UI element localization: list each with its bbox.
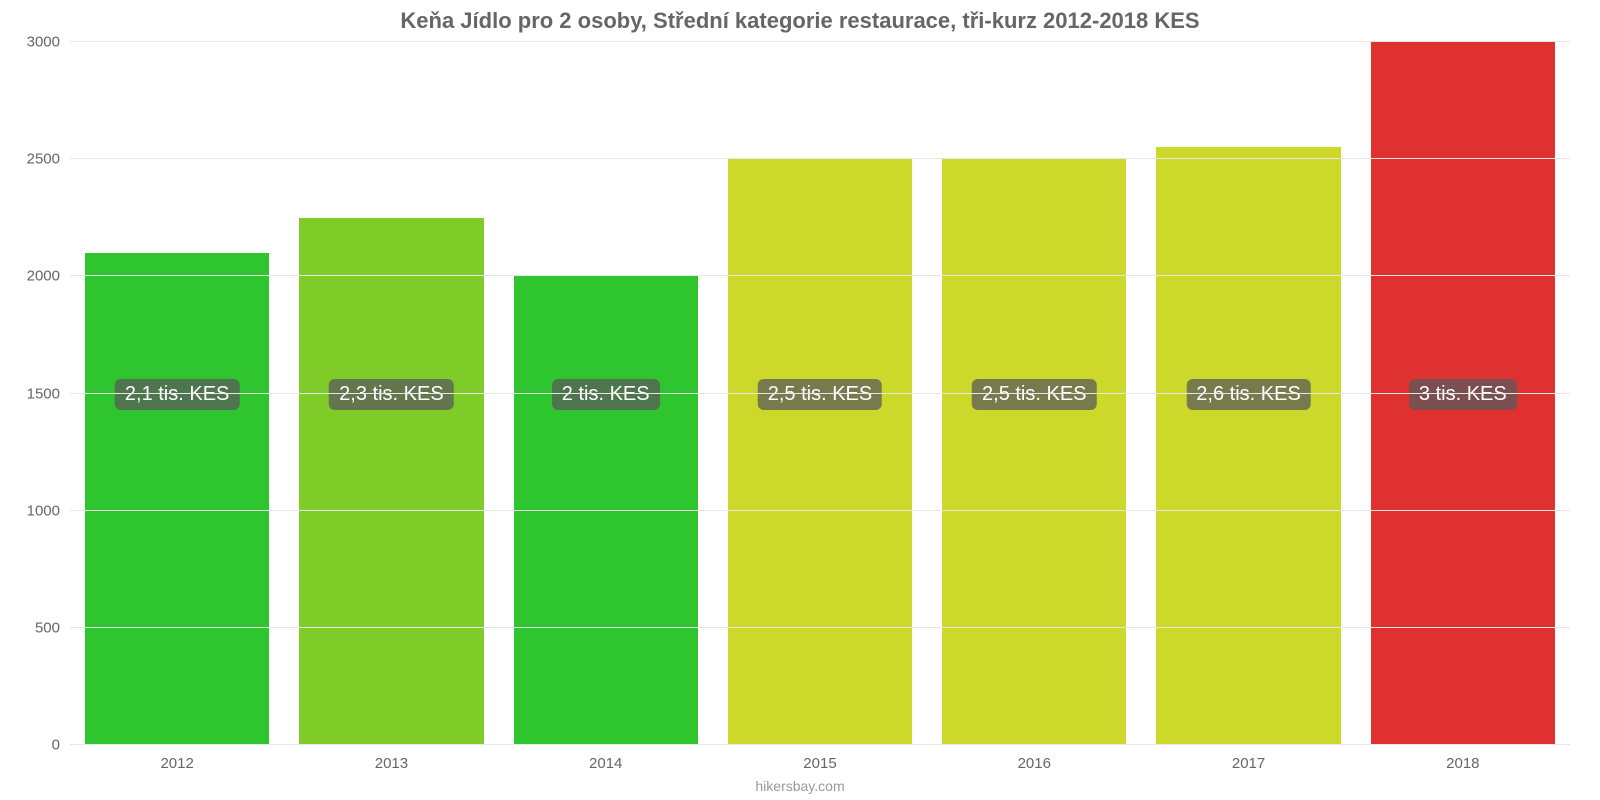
bar: 2 tis. KES	[514, 276, 698, 745]
bar: 2,5 tis. KES	[942, 159, 1126, 745]
bar-slot: 2,3 tis. KES2013	[284, 42, 498, 745]
y-axis-tick-label: 1500	[27, 385, 70, 402]
grid-line	[70, 627, 1570, 628]
bar-value-label: 2,1 tis. KES	[115, 379, 240, 410]
x-axis-tick-label: 2015	[803, 745, 836, 772]
bar-slot: 2,5 tis. KES2015	[713, 42, 927, 745]
bar: 2,5 tis. KES	[728, 159, 912, 745]
bar-value-label: 2,6 tis. KES	[1186, 379, 1311, 410]
bar-slot: 3 tis. KES2018	[1356, 42, 1570, 745]
chart-footer: hikersbay.com	[0, 778, 1600, 794]
bar-slot: 2,6 tis. KES2017	[1141, 42, 1355, 745]
bar-value-label: 2,5 tis. KES	[972, 379, 1097, 410]
y-axis-tick-label: 2000	[27, 268, 70, 285]
grid-line	[70, 510, 1570, 511]
y-axis-tick-label: 1000	[27, 502, 70, 519]
bar-value-label: 2,3 tis. KES	[329, 379, 454, 410]
x-axis-tick-label: 2014	[589, 745, 622, 772]
bar-slot: 2 tis. KES2014	[499, 42, 713, 745]
x-axis-tick-label: 2013	[375, 745, 408, 772]
y-axis-tick-label: 0	[52, 737, 70, 754]
grid-line	[70, 41, 1570, 42]
y-axis-tick-label: 2500	[27, 151, 70, 168]
x-axis-tick-label: 2016	[1018, 745, 1051, 772]
y-axis-tick-label: 500	[35, 619, 70, 636]
grid-line	[70, 744, 1570, 745]
plot-area: 2,1 tis. KES20122,3 tis. KES20132 tis. K…	[70, 42, 1570, 745]
bar-value-label: 2,5 tis. KES	[758, 379, 883, 410]
x-axis-tick-label: 2017	[1232, 745, 1265, 772]
grid-line	[70, 158, 1570, 159]
x-axis-tick-label: 2012	[160, 745, 193, 772]
bar-value-label: 3 tis. KES	[1409, 379, 1517, 410]
y-axis-tick-label: 3000	[27, 34, 70, 51]
grid-line	[70, 275, 1570, 276]
bar: 2,1 tis. KES	[85, 253, 269, 745]
chart-title: Keňa Jídlo pro 2 osoby, Střední kategori…	[0, 0, 1600, 34]
bar-slot: 2,5 tis. KES2016	[927, 42, 1141, 745]
bar-value-label: 2 tis. KES	[552, 379, 660, 410]
bars-group: 2,1 tis. KES20122,3 tis. KES20132 tis. K…	[70, 42, 1570, 745]
bar: 3 tis. KES	[1371, 42, 1555, 745]
grid-line	[70, 393, 1570, 394]
x-axis-tick-label: 2018	[1446, 745, 1479, 772]
chart-container: Keňa Jídlo pro 2 osoby, Střední kategori…	[0, 0, 1600, 800]
bar-slot: 2,1 tis. KES2012	[70, 42, 284, 745]
bar: 2,6 tis. KES	[1156, 147, 1340, 745]
bar: 2,3 tis. KES	[299, 218, 483, 745]
